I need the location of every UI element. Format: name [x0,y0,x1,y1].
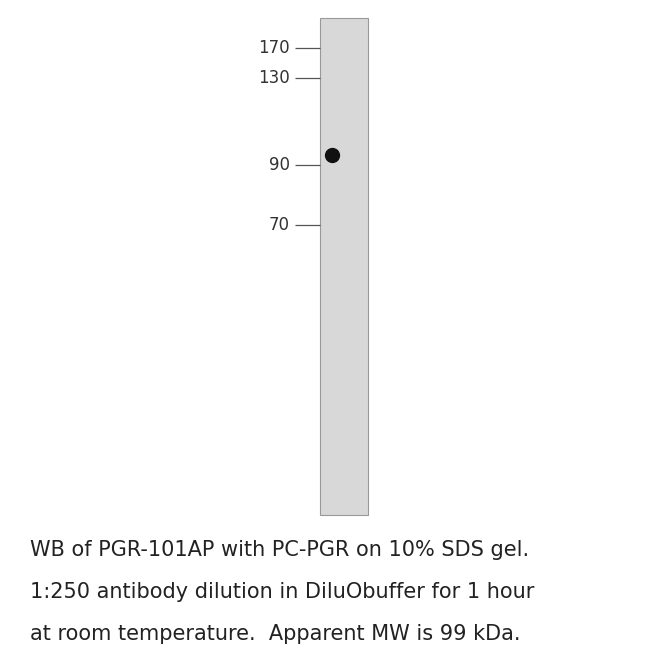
Text: at room temperature.  Apparent MW is 99 kDa.: at room temperature. Apparent MW is 99 k… [30,624,521,644]
Text: WB of PGR-101AP with PC-PGR on 10% SDS gel.: WB of PGR-101AP with PC-PGR on 10% SDS g… [30,540,529,560]
Text: 1:250 antibody dilution in DiluObuffer for 1 hour: 1:250 antibody dilution in DiluObuffer f… [30,582,534,602]
Text: 130: 130 [258,69,290,87]
Text: 70: 70 [269,216,290,234]
Text: 170: 170 [259,39,290,57]
Text: 90: 90 [269,156,290,174]
Bar [320,18,368,515]
